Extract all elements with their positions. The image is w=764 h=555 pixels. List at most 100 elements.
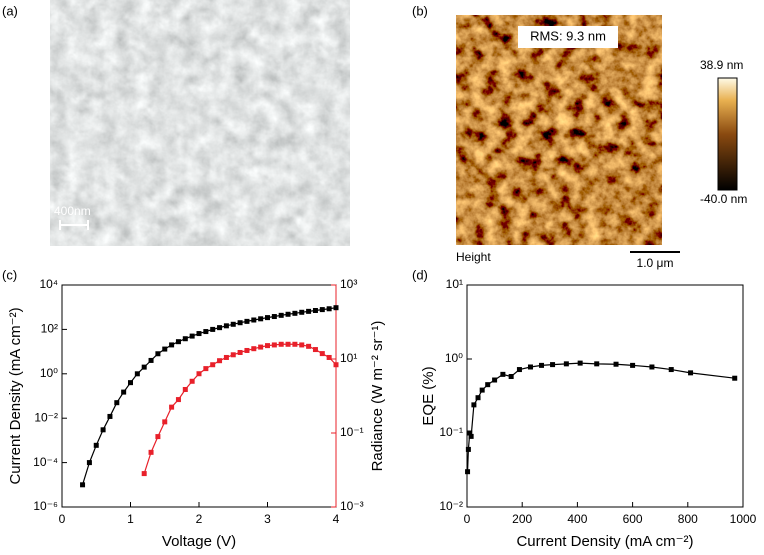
marker [475,395,481,401]
panel-label: (a) [2,3,18,18]
marker [333,305,339,311]
marker [196,371,202,377]
plot-frame [61,284,337,508]
panel-label: (d) [412,267,428,282]
marker [271,314,277,320]
marker [100,427,106,433]
image-caption: Height [456,250,491,264]
x-tick-label: 2 [196,512,203,526]
plot-frame [466,284,744,508]
y2-tick-label: 10¹ [340,351,357,365]
marker [223,354,229,360]
marker [299,342,305,348]
x-tick-label: 1000 [730,512,757,526]
marker [468,433,474,439]
marker [182,386,188,392]
marker [230,352,236,358]
marker [306,343,312,349]
marker [527,364,533,370]
colorbar-max: 38.9 nm [700,58,743,72]
marker [258,316,264,322]
x-tick-label: 0 [59,512,66,526]
y2-tick-label: 10⁻¹ [340,425,364,439]
y-axis-label: Current Density (mA cm⁻²) [7,307,24,484]
marker [577,360,583,366]
marker [485,382,491,388]
marker [285,311,291,317]
marker [465,469,471,475]
y2-axis-label: Radiance (W m⁻² sr⁻¹) [369,321,386,472]
panel-label: (b) [412,3,428,18]
x-tick-label: 600 [623,512,643,526]
marker [326,306,332,312]
marker [319,307,325,313]
y-axis-label: EQE (%) [420,366,437,425]
marker [251,346,257,352]
marker [306,308,312,314]
sem-image [50,0,350,246]
x-axis-label: Voltage (V) [162,533,236,550]
marker [594,361,600,367]
marker [210,326,216,332]
x-tick-label: 4 [333,512,340,526]
marker [326,354,332,360]
x-tick-label: 800 [678,512,698,526]
panel-label: (c) [2,267,17,282]
marker [516,367,522,373]
y-tick-label: 10⁰ [40,366,58,380]
colorbar-min: -40.0 nm [700,192,747,206]
marker [550,362,556,368]
marker [471,402,477,408]
marker [292,310,298,316]
marker [175,397,181,403]
marker [169,342,175,348]
y2-tick-label: 10³ [340,277,357,291]
marker [162,346,168,352]
marker [649,364,655,370]
marker [86,460,92,466]
marker [155,351,161,357]
marker [244,347,250,353]
x-tick-label: 200 [512,512,532,526]
marker [237,349,243,355]
marker [203,329,209,335]
marker [162,419,168,425]
afm-image [456,15,662,245]
marker [732,375,738,381]
y-tick-label: 10² [41,322,58,336]
marker [189,333,195,339]
y-tick-label: 10⁻⁴ [33,455,58,469]
marker [237,320,243,326]
marker [217,358,223,364]
marker [508,374,514,380]
marker [613,361,619,367]
marker [500,371,506,377]
marker [492,377,498,383]
marker [539,362,545,368]
marker [467,430,473,436]
x-tick-label: 1 [127,512,134,526]
marker [148,449,154,455]
marker [251,317,257,323]
marker [175,339,181,345]
y2-tick-label: 10⁻³ [340,499,364,513]
x-axis-label: Current Density (mA cm⁻²) [516,533,693,550]
marker [121,389,127,395]
marker [265,315,270,321]
marker [312,308,318,314]
annotation-box [518,26,618,48]
x-tick-label: 400 [567,512,587,526]
y-tick-label: 10⁻² [34,410,58,424]
y-tick-label: 10⁻² [439,499,463,513]
marker [114,400,120,406]
marker [563,361,569,367]
marker [182,336,188,342]
y-tick-label: 10⁰ [445,351,463,365]
marker [134,371,140,377]
marker [319,351,325,357]
marker [80,482,86,488]
marker [223,323,229,329]
marker [128,380,133,386]
marker [141,471,147,477]
